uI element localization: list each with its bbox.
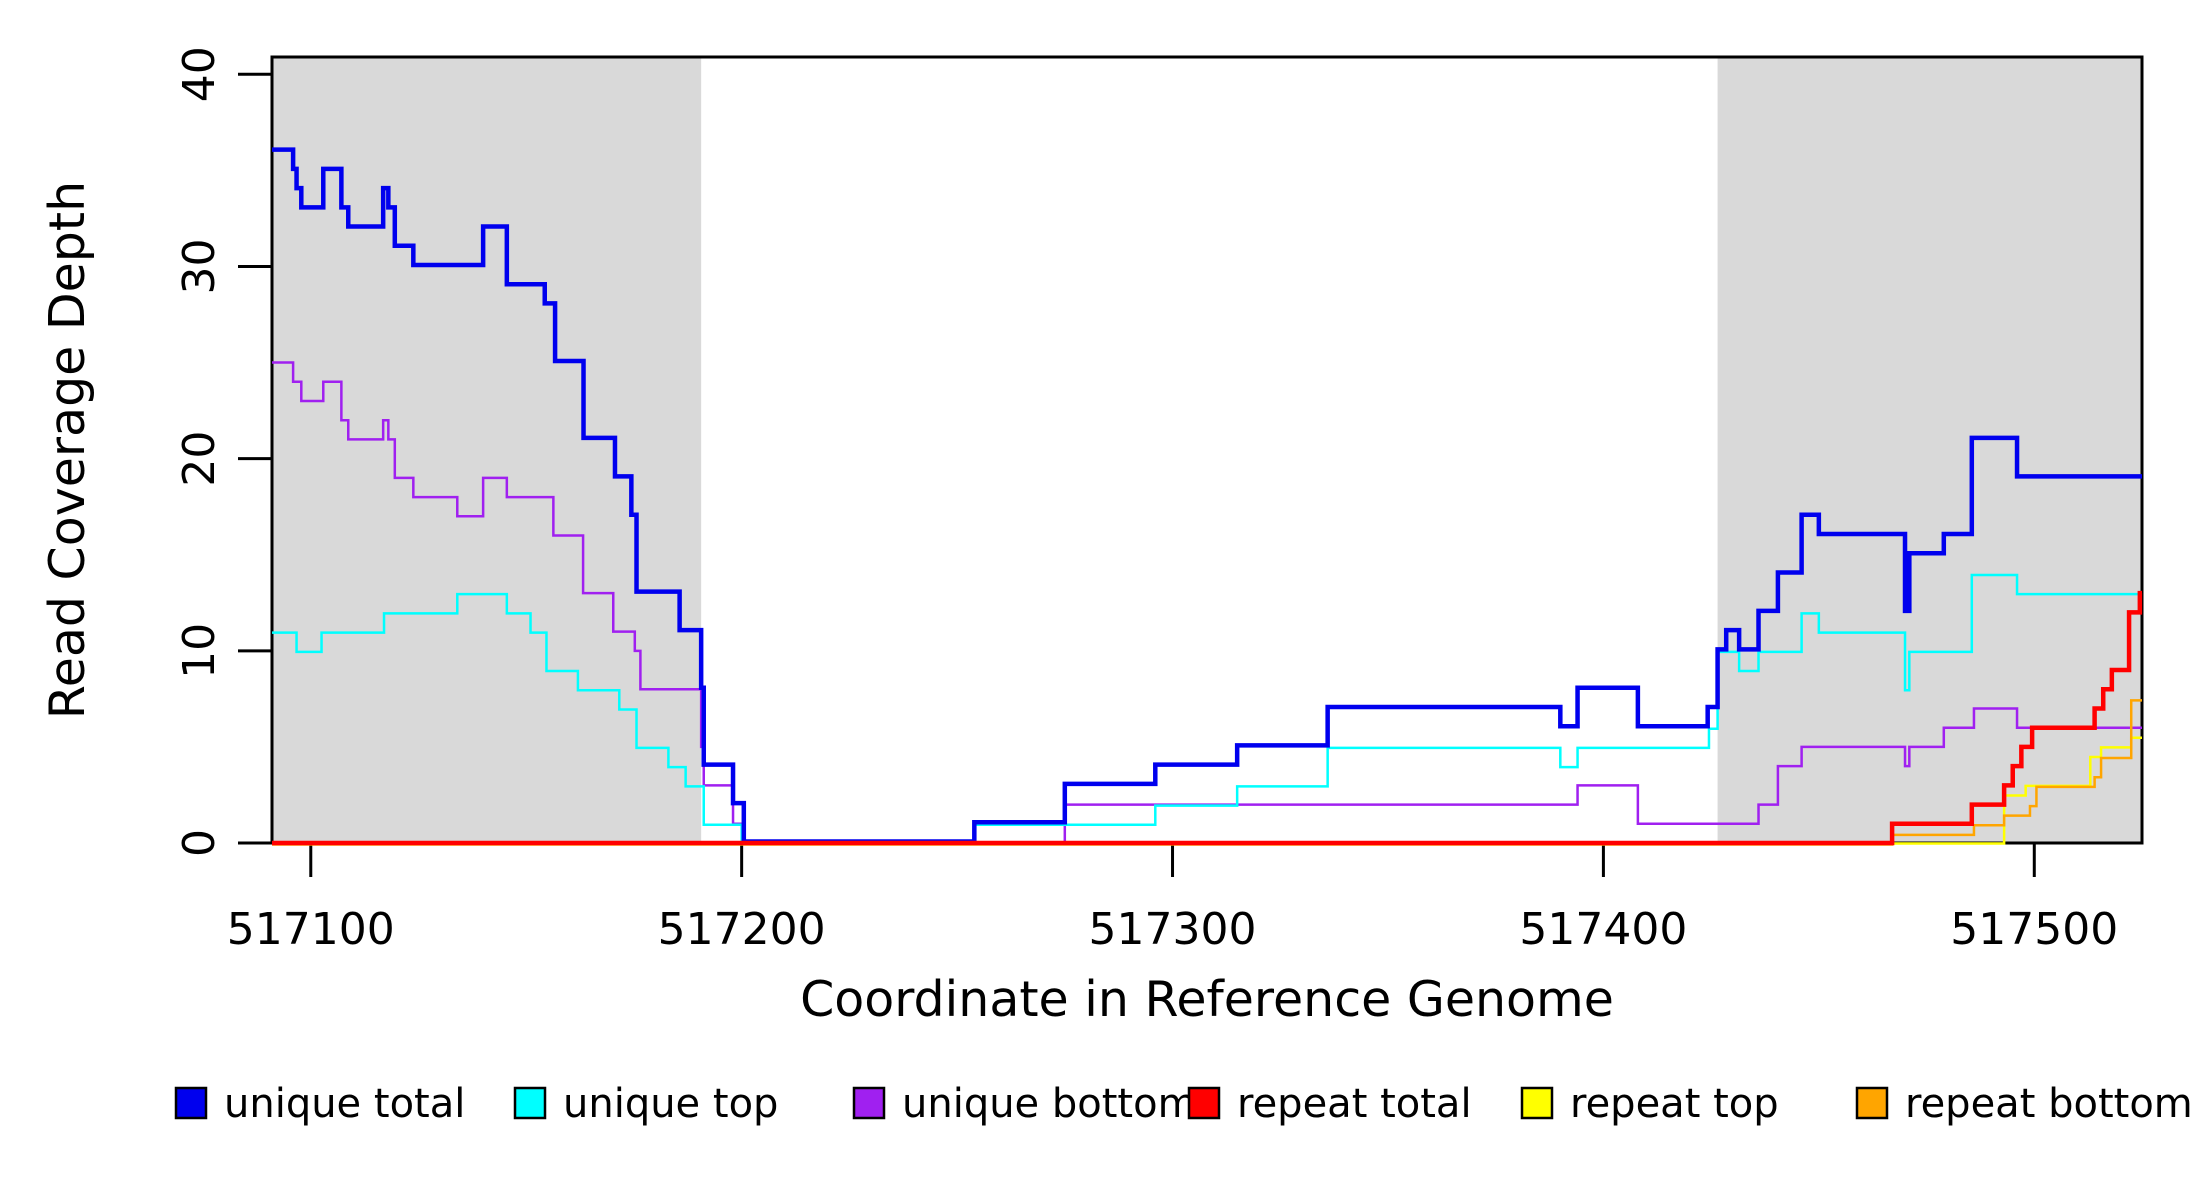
- y-tick-label: 30: [174, 238, 225, 294]
- legend-label-unique-bottom: unique bottom: [902, 1081, 1197, 1127]
- legend-label-repeat-bottom: repeat bottom: [1905, 1081, 2193, 1127]
- legend-label-unique-top: unique top: [563, 1081, 778, 1127]
- x-tick-label: 517200: [658, 904, 826, 955]
- axes: 517100 517200 517300 517400 517500 0 10 20 30 40: [174, 46, 2144, 955]
- legend-item: unique bottom: [852, 1081, 1197, 1127]
- x-tick-label: 517100: [227, 904, 395, 955]
- legend-item: repeat total: [1187, 1081, 1472, 1127]
- shaded-regions: [272, 57, 2142, 843]
- legend-item: unique total: [174, 1081, 465, 1127]
- y-tick-label: 0: [174, 829, 225, 857]
- legend-item: repeat top: [1520, 1081, 1779, 1127]
- series-lines: [272, 147, 2143, 846]
- legend-item: repeat bottom: [1855, 1081, 2193, 1127]
- series-line-repeat-bottom: [272, 699, 2142, 846]
- x-tick-label: 517500: [1950, 904, 2118, 955]
- series-line-unique-top: [272, 573, 2142, 846]
- legend-item: unique top: [513, 1081, 778, 1127]
- series-line-repeat-total: [272, 590, 2143, 846]
- legend-swatch-unique-total: [174, 1086, 208, 1120]
- legend-label-unique-total: unique total: [224, 1081, 465, 1127]
- legend-swatch-repeat-total: [1187, 1086, 1221, 1120]
- series-line-unique-total: [272, 147, 2142, 844]
- x-tick-label: 517300: [1089, 904, 1257, 955]
- x-axis-title: Coordinate in Reference Genome: [800, 971, 1614, 1028]
- shaded-region-2: [1717, 57, 2142, 843]
- series-line-unique-bottom: [272, 361, 2142, 845]
- y-tick-label: 10: [174, 623, 225, 679]
- legend-swatch-repeat-bottom: [1855, 1086, 1889, 1120]
- y-tick-label: 40: [174, 46, 225, 102]
- legend-swatch-unique-top: [513, 1086, 547, 1120]
- legend-swatch-repeat-top: [1520, 1086, 1554, 1120]
- legend-label-repeat-top: repeat top: [1570, 1081, 1779, 1127]
- legend-label-repeat-total: repeat total: [1237, 1081, 1472, 1127]
- legend: unique total unique top unique bottom repea…: [174, 1081, 2193, 1127]
- x-tick-label: 517400: [1519, 904, 1687, 955]
- legend-swatch-unique-bottom: [852, 1086, 886, 1120]
- y-axis-title: Read Coverage Depth: [39, 181, 96, 719]
- y-tick-label: 20: [174, 431, 225, 487]
